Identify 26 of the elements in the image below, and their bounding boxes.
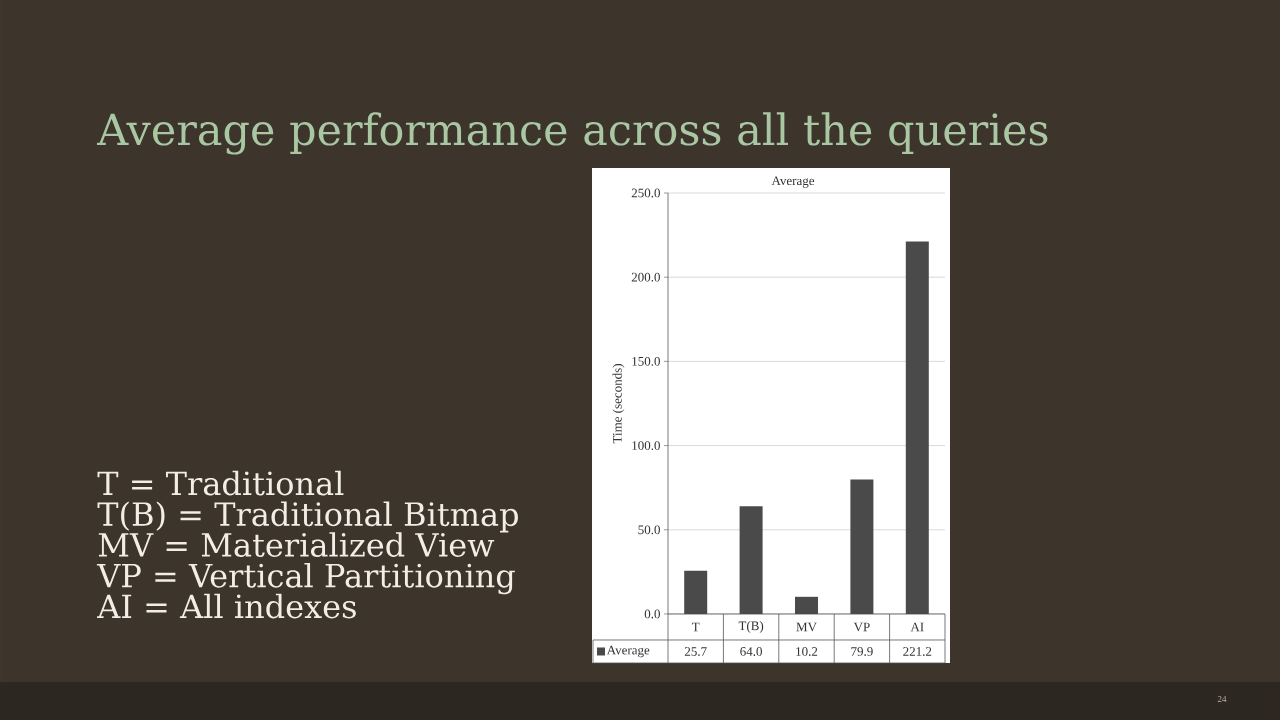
- x-tick-label: VP: [853, 622, 870, 632]
- x-tick-label: AI: [910, 622, 924, 632]
- y-tick-label: 150.0: [632, 356, 660, 366]
- data-label: 221.2: [903, 647, 932, 656]
- text: T = Traditional: [97, 470, 344, 496]
- y-tick-label: 100.0: [632, 441, 660, 451]
- text: VP = Vertical Partitioning: [96, 562, 515, 595]
- data-label: 79.9: [851, 647, 873, 656]
- y-tick-label: 0.0: [644, 609, 660, 619]
- x-tick-label: T(B): [738, 621, 764, 633]
- text: MV = Materialized View: [98, 532, 495, 557]
- chart-subtitle: Average: [771, 176, 815, 188]
- legend-label: Average: [606, 645, 650, 658]
- y-tick-label: 50.0: [638, 525, 660, 535]
- y-tick-label: 200.0: [631, 272, 660, 282]
- x-tick-label: T: [691, 622, 700, 632]
- data-label: 25.7: [684, 647, 707, 656]
- x-tick-label: MV: [796, 622, 817, 632]
- y-axis-title: Time (seconds): [612, 364, 625, 444]
- text: 24: [1217, 696, 1227, 702]
- text: T(B) = Traditional Bitmap: [97, 501, 518, 533]
- data-label: 10.2: [796, 647, 818, 656]
- chart-title: Average performance across all the queries: [96, 112, 1048, 155]
- y-tick-label: 250.0: [631, 188, 660, 198]
- data-label: 64.0: [740, 647, 762, 656]
- text: AI = All indexes: [97, 593, 356, 619]
